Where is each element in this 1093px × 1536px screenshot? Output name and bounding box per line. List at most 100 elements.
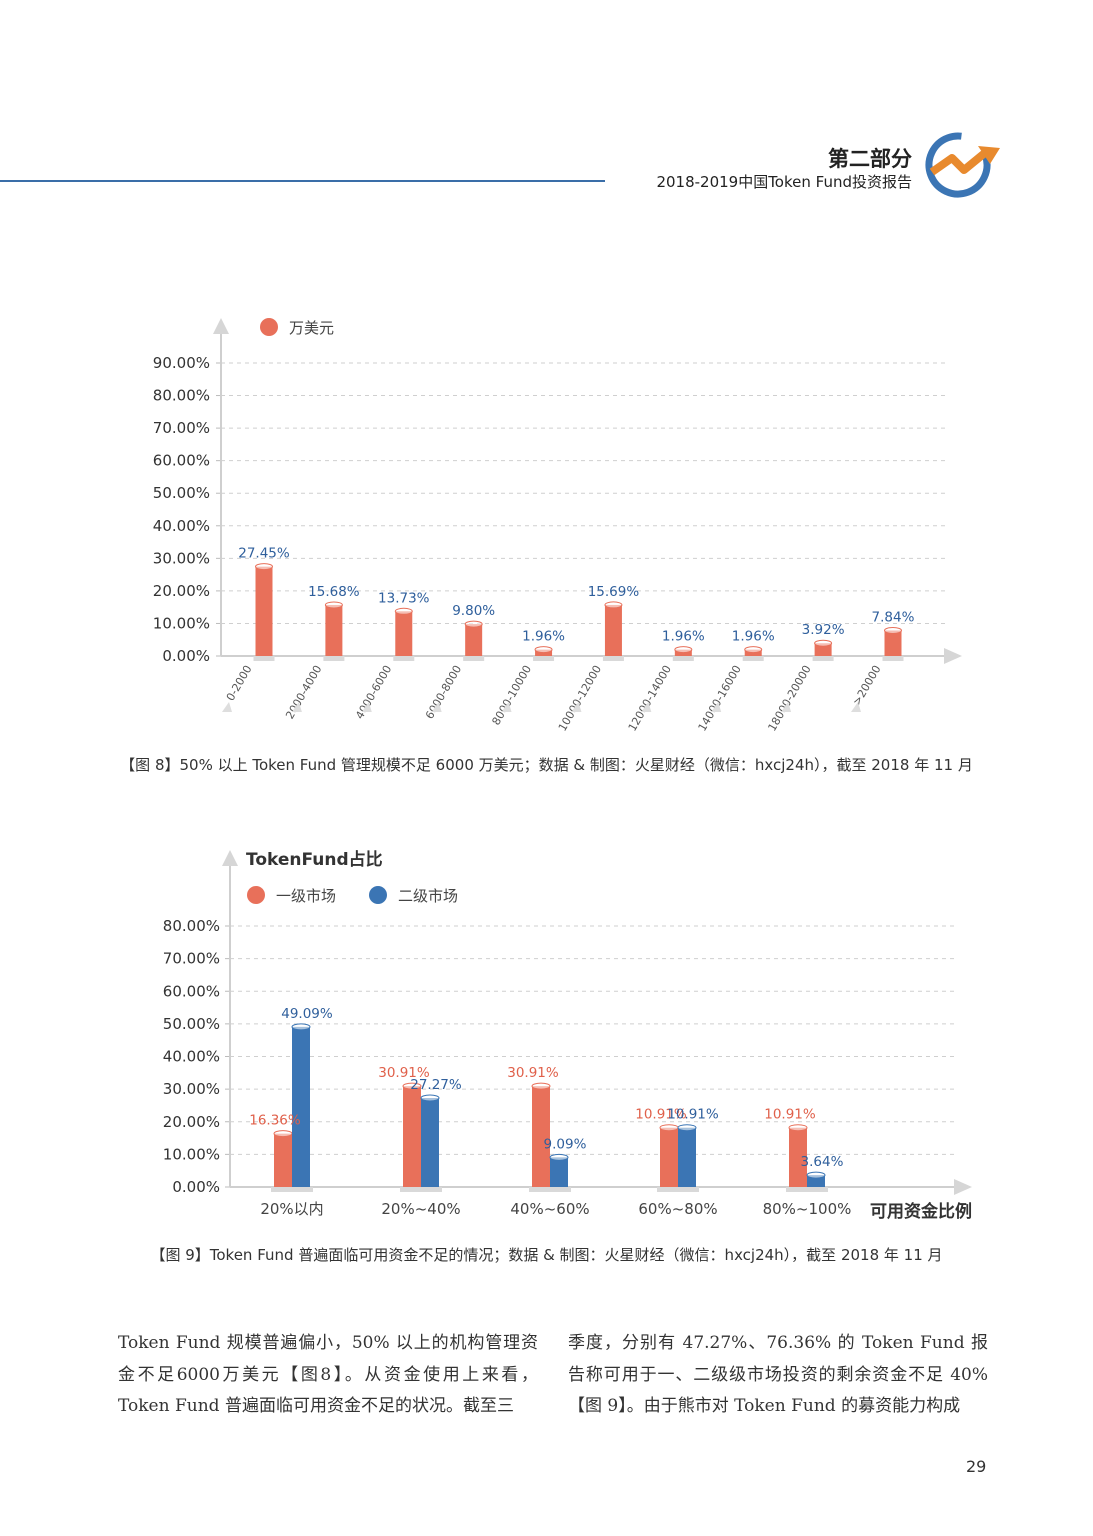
bar-value-label: 15.69% bbox=[588, 584, 640, 600]
bar-二级市场-60%~80% bbox=[677, 1124, 697, 1187]
y-tick-label: 10.00% bbox=[163, 1145, 220, 1163]
bar-0-2000 bbox=[255, 563, 273, 656]
bar-14000-16000 bbox=[744, 646, 763, 656]
y-tick-label: 60.00% bbox=[153, 452, 210, 470]
bar->20000 bbox=[884, 626, 902, 656]
x-axis-arrow bbox=[954, 1179, 972, 1195]
y-tick-label: 80.00% bbox=[163, 917, 220, 935]
section-title: 第二部分 bbox=[828, 147, 912, 171]
bar-2000-4000 bbox=[324, 601, 343, 656]
bar-base bbox=[529, 1187, 571, 1192]
y-tick-label: 30.00% bbox=[153, 549, 210, 567]
x-tick-marker bbox=[711, 702, 722, 712]
legend-label-secondary-market: 二级市场 bbox=[398, 887, 458, 905]
legend-marker-primary-market bbox=[247, 886, 265, 904]
x-tick-label: 40%~60% bbox=[510, 1200, 589, 1218]
bar-value-label: 10.91% bbox=[635, 1107, 687, 1123]
bar-value-label: 30.91% bbox=[507, 1065, 559, 1081]
bar-12000-14000 bbox=[674, 646, 693, 656]
fig8-bar-chart: 27.45% 15.68% 13.73% 9.80% 1.96% 15.69% 1.96% 1… bbox=[153, 318, 962, 734]
bar-二级市场-40%~60% bbox=[549, 1153, 569, 1187]
y-tick-label: 40.00% bbox=[153, 517, 210, 535]
x-tick-label: 60%~80% bbox=[638, 1200, 717, 1218]
bar-base bbox=[786, 1187, 828, 1192]
bar-value-label: 1.96% bbox=[732, 629, 775, 645]
bar-base bbox=[742, 656, 764, 661]
y-tick-label: 40.00% bbox=[163, 1048, 220, 1066]
y-tick-label: 0.00% bbox=[172, 1178, 220, 1196]
bar-value-label: 7.84% bbox=[872, 609, 915, 625]
bar-一级市场-60%~80% bbox=[659, 1124, 679, 1187]
y-axis-arrow bbox=[222, 850, 238, 866]
y-tick-label: 20.00% bbox=[163, 1113, 220, 1131]
y-tick-label: 50.00% bbox=[153, 484, 210, 502]
y-tick-label: 60.00% bbox=[163, 982, 220, 1000]
bar-value-label: 16.36% bbox=[249, 1113, 301, 1129]
bar-二级市场-80%~100% bbox=[806, 1171, 826, 1187]
x-axis-arrow bbox=[944, 648, 962, 664]
bar-base bbox=[657, 1187, 699, 1192]
bar-value-label: 13.73% bbox=[378, 590, 430, 606]
legend-marker-wanmeiyuan bbox=[260, 318, 278, 336]
bar-一级市场-20%~40% bbox=[402, 1082, 422, 1187]
x-tick-marker bbox=[571, 702, 582, 712]
bar-base bbox=[602, 656, 624, 661]
y-tick-label: 10.00% bbox=[153, 614, 210, 632]
legend-label-wanmeiyuan: 万美元 bbox=[289, 319, 334, 337]
x-tick-marker bbox=[222, 702, 232, 712]
bar-18000-20000 bbox=[814, 639, 833, 656]
report-title: 2018-2019中国Token Fund投资报告 bbox=[656, 173, 912, 191]
bar-10000-12000 bbox=[604, 601, 623, 656]
y-tick-label: 50.00% bbox=[163, 1015, 220, 1033]
bar-8000-10000 bbox=[534, 646, 553, 656]
bar-base bbox=[672, 656, 694, 661]
bar-value-label: 27.27% bbox=[410, 1077, 462, 1093]
bar-value-label: 9.80% bbox=[452, 603, 495, 619]
y-tick-label: 90.00% bbox=[153, 354, 210, 372]
bar-base bbox=[323, 656, 345, 661]
x-tick-marker bbox=[641, 702, 652, 712]
fig9-caption: 【图 9】Token Fund 普遍面临可用资金不足的情况；数据 & 制图：火星… bbox=[150, 1246, 943, 1264]
y-tick-label: 70.00% bbox=[163, 950, 220, 968]
x-tick-marker bbox=[851, 702, 861, 712]
report-logo-icon bbox=[925, 132, 1000, 198]
bar-base bbox=[533, 656, 555, 661]
bar-value-label: 27.45% bbox=[238, 546, 290, 562]
bar-base bbox=[463, 656, 485, 661]
bar-二级市场-20%~40% bbox=[420, 1094, 440, 1187]
bar-base bbox=[393, 656, 415, 661]
fig9-x-axis-title: 可用资金比例 bbox=[870, 1201, 972, 1222]
x-tick-label: 20%以内 bbox=[260, 1200, 323, 1218]
bar-value-label: 49.09% bbox=[281, 1006, 333, 1022]
y-tick-label: 20.00% bbox=[153, 582, 210, 600]
body-text-right-column: 季度，分别有 47.27%、76.36% 的 Token Fund 报告称可用于… bbox=[568, 1333, 988, 1416]
fig9-y-axis-title: TokenFund占比 bbox=[246, 849, 383, 870]
x-tick-marker bbox=[781, 702, 792, 712]
bar-base bbox=[812, 656, 834, 661]
header-rule bbox=[0, 180, 605, 182]
y-tick-label: 80.00% bbox=[153, 387, 210, 405]
y-tick-label: 0.00% bbox=[162, 647, 210, 665]
y-tick-label: 30.00% bbox=[163, 1080, 220, 1098]
fig8-caption: 【图 8】50% 以上 Token Fund 管理规模不足 6000 万美元；数… bbox=[120, 756, 973, 774]
bar-value-label: 10.91% bbox=[764, 1107, 816, 1123]
page-number: 29 bbox=[966, 1457, 987, 1476]
bar-value-label: 3.92% bbox=[802, 622, 845, 638]
x-tick-label: 80%~100% bbox=[763, 1200, 852, 1218]
legend-label-primary-market: 一级市场 bbox=[276, 887, 336, 905]
body-text-left-column: Token Fund 规模普遍偏小，50% 以上的机构管理资金不足6000万美元… bbox=[118, 1333, 538, 1416]
legend-marker-secondary-market bbox=[369, 886, 387, 904]
bar-一级市场-40%~60% bbox=[531, 1082, 551, 1187]
bar-value-label: 1.96% bbox=[662, 629, 705, 645]
x-tick-marker bbox=[291, 702, 302, 712]
bar-value-label: 10.91% bbox=[667, 1107, 719, 1123]
bar-6000-8000 bbox=[464, 620, 483, 656]
y-tick-label: 70.00% bbox=[153, 419, 210, 437]
fig9-bar-chart: TokenFund占比 可用资金比例 16.36% 49.09% 30.91% 27.… bbox=[163, 849, 972, 1222]
bar-value-label: 1.96% bbox=[522, 629, 565, 645]
bar-value-label: 15.68% bbox=[308, 584, 360, 600]
bar-base bbox=[271, 1187, 313, 1192]
bar-base bbox=[400, 1187, 442, 1192]
x-tick-marker bbox=[361, 702, 372, 712]
bar-base bbox=[253, 656, 275, 661]
